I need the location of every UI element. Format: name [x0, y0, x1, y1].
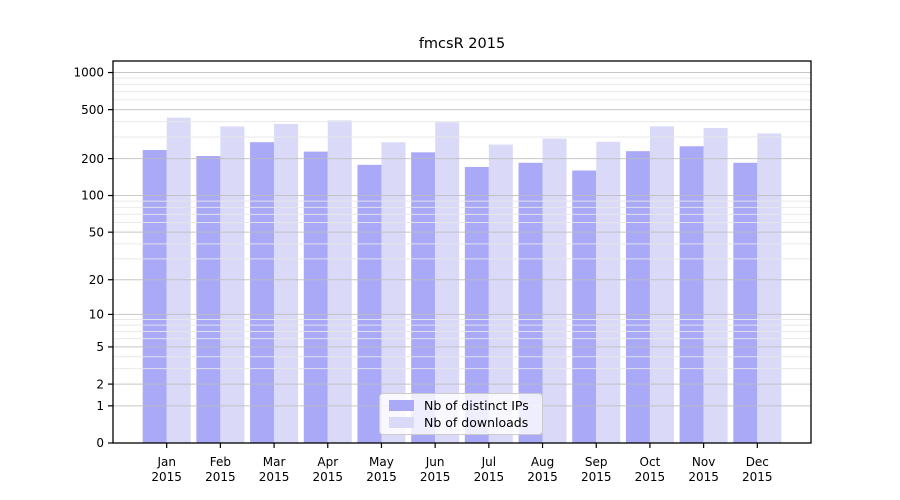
x-tick-label-month: Sep — [585, 455, 608, 469]
bar — [542, 138, 567, 444]
x-tick-label-month: Jul — [481, 455, 496, 469]
y-tick-label: 50 — [89, 225, 104, 239]
y-tick-label: 100 — [81, 189, 104, 203]
bar — [703, 127, 728, 443]
x-tick-label-month: Oct — [640, 455, 661, 469]
bar — [733, 162, 758, 444]
bar — [625, 151, 650, 444]
x-tick-label-year: 2015 — [312, 470, 343, 484]
x-tick-label-year: 2015 — [635, 470, 666, 484]
bar — [649, 126, 674, 443]
bar — [435, 122, 460, 443]
y-tick-label: 20 — [89, 273, 104, 287]
y-tick-label: 200 — [81, 152, 104, 166]
legend-label-downloads: Nb of downloads — [424, 415, 529, 430]
legend-item-distinct-ips: Nb of distinct IPs — [389, 399, 542, 412]
x-tick-label-year: 2015 — [205, 470, 236, 484]
x-tick-label-year: 2015 — [527, 470, 558, 484]
bar — [250, 142, 275, 443]
legend-label-distinct-ips: Nb of distinct IPs — [424, 397, 529, 413]
x-tick-label-month: Nov — [692, 455, 715, 469]
legend-swatch-distinct-ips — [389, 399, 414, 411]
bar — [572, 170, 597, 443]
bar — [142, 150, 167, 443]
bar — [196, 156, 221, 443]
bar — [679, 146, 704, 443]
y-tick-label: 0 — [96, 436, 104, 450]
x-tick-label-month: Feb — [210, 455, 231, 469]
bar — [327, 120, 352, 444]
y-tick-label: 1 — [96, 399, 104, 413]
x-tick-label-year: 2015 — [259, 470, 290, 484]
axes-box — [112, 60, 812, 444]
legend: Nb of distinct IPs Nb of downloads — [379, 393, 543, 435]
grid-group — [113, 72, 811, 407]
x-tick-label-month: Aug — [531, 455, 554, 469]
x-tick-label-month: Jan — [156, 455, 176, 469]
y-tick-label: 2 — [96, 377, 104, 391]
x-tick-label-year: 2015 — [581, 470, 612, 484]
y-tick-label: 10 — [89, 308, 104, 322]
bar — [303, 151, 328, 444]
y-tick-label: 1000 — [73, 66, 104, 80]
x-tick-label-month: Mar — [263, 455, 286, 469]
x-tick-label-month: May — [369, 455, 394, 469]
x-tick-label-month: Apr — [317, 455, 338, 469]
bar — [274, 123, 299, 444]
x-tick-label-year: 2015 — [420, 470, 451, 484]
x-tick-label-year: 2015 — [742, 470, 773, 484]
legend-item-downloads: Nb of downloads — [389, 416, 542, 429]
axes-group: 01251020501002005001000Jan2015Feb2015Mar… — [73, 60, 812, 484]
y-tick-label: 5 — [96, 340, 104, 354]
x-tick-label-month: Jun — [425, 455, 445, 469]
bar — [381, 142, 406, 443]
bar — [757, 133, 782, 444]
x-tick-label-year: 2015 — [151, 470, 182, 484]
x-tick-label-year: 2015 — [366, 470, 397, 484]
bar — [357, 164, 382, 444]
x-tick-label-year: 2015 — [474, 470, 505, 484]
bar — [166, 117, 191, 443]
x-tick-label-month: Dec — [746, 455, 769, 469]
x-tick-label-year: 2015 — [688, 470, 719, 484]
chart-title: fmcsR 2015 — [418, 36, 506, 52]
legend-swatch-downloads — [389, 417, 414, 429]
bar — [220, 126, 245, 443]
bar — [596, 141, 621, 443]
y-tick-label: 500 — [81, 103, 104, 117]
